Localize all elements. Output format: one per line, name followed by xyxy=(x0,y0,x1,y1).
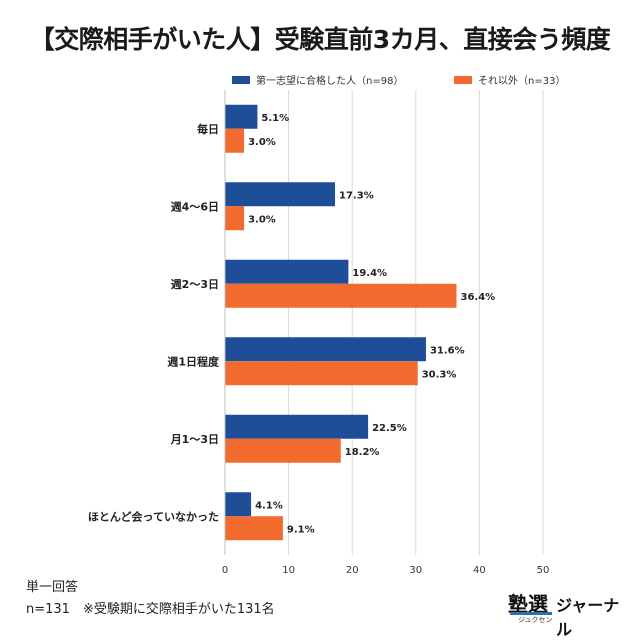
data-label-series1: 19.4% xyxy=(352,268,387,279)
legend-label-series1: 第一志望に合格した人（n=98） xyxy=(256,76,404,87)
category-label: ほとんど会っていなかった xyxy=(88,509,219,523)
data-label-series2: 30.3% xyxy=(422,369,457,380)
data-label-series1: 4.1% xyxy=(255,500,283,511)
bar-series1 xyxy=(225,337,426,362)
data-label-series1: 17.3% xyxy=(339,190,374,201)
bar-series2 xyxy=(225,206,245,231)
x-tick-label: 0 xyxy=(222,565,228,576)
data-label-series2: 9.1% xyxy=(287,524,315,535)
bar-series1 xyxy=(225,182,336,207)
legend-item-series2: それ以外（n=33） xyxy=(454,72,565,87)
bar-series2 xyxy=(225,516,283,541)
bar-series1 xyxy=(225,259,349,284)
bar-series1 xyxy=(225,492,252,517)
x-tick-label: 20 xyxy=(346,565,359,576)
logo-kana: ジャーナル xyxy=(556,596,620,639)
category-label: 週2〜3日 xyxy=(171,277,219,291)
legend-item-series1: 第一志望に合格した人（n=98） xyxy=(232,72,403,87)
category-label: 毎日 xyxy=(197,122,219,136)
data-label-series2: 3.0% xyxy=(248,137,276,148)
data-label-series2: 18.2% xyxy=(345,447,380,458)
logo-ruby: ジュクセン xyxy=(518,616,553,624)
x-tick-label: 30 xyxy=(409,565,422,576)
chart-title: 【交際相手がいた人】受験直前3カ月、直接会う頻度 xyxy=(29,25,611,54)
data-label-series1: 31.6% xyxy=(430,345,465,356)
bar-series2 xyxy=(225,438,341,463)
x-tick-label: 50 xyxy=(537,565,550,576)
bar-series2 xyxy=(225,283,457,308)
note-sample: n=131 ※受験期に交際相手がいた131名 xyxy=(26,602,275,617)
bar-series1 xyxy=(225,414,369,439)
x-tick-label: 40 xyxy=(473,565,486,576)
legend-label-series2: それ以外（n=33） xyxy=(478,76,566,87)
bar-series2 xyxy=(225,128,245,153)
category-label: 週4〜6日 xyxy=(171,199,219,213)
x-tick-label: 10 xyxy=(282,565,295,576)
note-answer-type: 単一回答 xyxy=(26,580,79,595)
legend-swatch-series1 xyxy=(232,75,250,84)
bar-series1 xyxy=(225,104,258,129)
data-label-series2: 3.0% xyxy=(248,214,276,225)
data-label-series1: 22.5% xyxy=(372,423,407,434)
data-label-series1: 5.1% xyxy=(261,113,289,124)
data-label-series2: 36.4% xyxy=(461,292,496,303)
bar-series2 xyxy=(225,361,418,386)
logo-underline xyxy=(510,612,552,615)
brand-logo: 塾選 ジュクセン ジャーナル xyxy=(508,588,632,639)
category-label: 月1〜3日 xyxy=(170,433,219,446)
category-label: 週1日程度 xyxy=(167,354,220,368)
legend-swatch-series2 xyxy=(454,75,472,84)
